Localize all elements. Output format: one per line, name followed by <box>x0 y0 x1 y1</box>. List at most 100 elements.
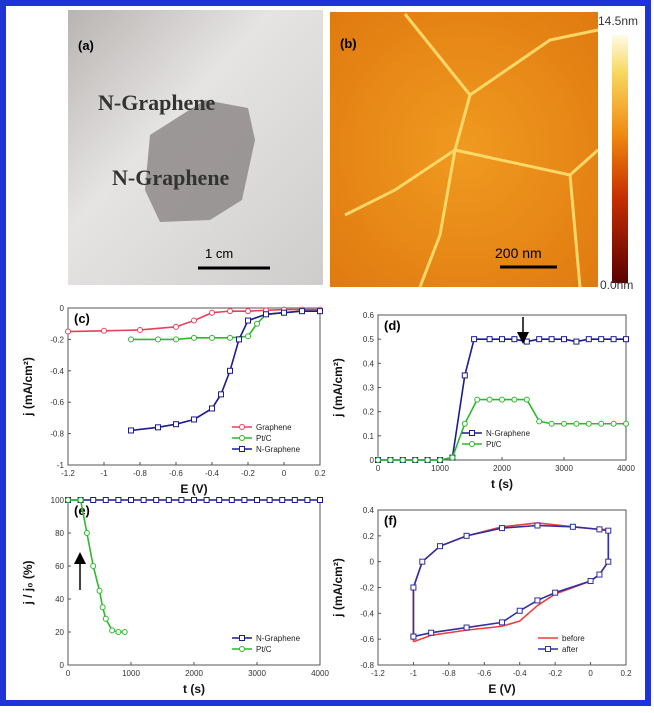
x-tick-label: 0 <box>376 464 381 473</box>
marker <box>574 339 579 344</box>
marker <box>318 309 323 314</box>
y-tick-label: 0 <box>370 456 375 465</box>
legend-marker <box>240 425 245 430</box>
marker <box>562 337 567 342</box>
marker <box>122 630 127 635</box>
marker <box>129 337 134 342</box>
marker <box>192 498 197 503</box>
marker <box>264 312 269 317</box>
marker <box>116 498 121 503</box>
marker <box>141 498 146 503</box>
marker <box>280 498 285 503</box>
marker <box>210 310 215 315</box>
x-tick-label: -0.8 <box>442 669 456 678</box>
marker <box>500 620 505 625</box>
marker <box>535 523 540 528</box>
photo-text: N-Graphene <box>98 90 216 115</box>
marker <box>411 634 416 639</box>
panel-a: (a) N-Graphene N-Graphene 1 cm <box>68 10 323 285</box>
marker <box>210 406 215 411</box>
marker <box>179 498 184 503</box>
panel-label: (b) <box>340 36 357 51</box>
y-tick-label: 0.6 <box>363 311 375 320</box>
marker <box>597 572 602 577</box>
marker <box>192 318 197 323</box>
x-tick-label: 2000 <box>185 669 203 678</box>
x-axis-label: E (V) <box>180 482 207 496</box>
marker <box>537 419 542 424</box>
marker <box>228 335 233 340</box>
marker <box>166 498 171 503</box>
marker <box>464 625 469 630</box>
marker <box>156 425 161 430</box>
legend-marker <box>240 636 245 641</box>
marker <box>246 309 251 314</box>
colorbar <box>612 35 628 283</box>
x-axis-label: E (V) <box>488 682 515 696</box>
marker <box>472 337 477 342</box>
y-tick-label: 60 <box>55 562 64 571</box>
marker <box>512 337 517 342</box>
marker <box>229 498 234 503</box>
marker <box>204 498 209 503</box>
marker <box>237 337 242 342</box>
marker <box>110 628 115 633</box>
marker <box>606 528 611 533</box>
marker <box>246 318 251 323</box>
x-axis-label: t (s) <box>183 682 205 696</box>
marker <box>586 337 591 342</box>
marker <box>154 498 159 503</box>
marker <box>549 421 554 426</box>
marker <box>537 337 542 342</box>
marker <box>267 498 272 503</box>
marker <box>376 458 381 463</box>
x-tick-label: -1.2 <box>371 669 385 678</box>
marker <box>388 458 393 463</box>
y-axis-label: j (mA/cm²) <box>331 558 345 618</box>
marker <box>116 630 121 635</box>
marker <box>574 421 579 426</box>
marker <box>464 533 469 538</box>
marker <box>242 498 247 503</box>
x-tick-label: -0.8 <box>133 469 147 478</box>
marker <box>524 397 529 402</box>
figure: (a) N-Graphene N-Graphene 1 cm (b) 200 n… <box>0 0 654 708</box>
panel-label: (a) <box>78 38 94 53</box>
x-tick-label: 0 <box>282 469 287 478</box>
legend-label: after <box>562 645 578 654</box>
y-tick-label: 0.2 <box>363 532 375 541</box>
y-tick-label: 0.4 <box>363 359 375 368</box>
marker <box>487 337 492 342</box>
marker <box>318 498 323 503</box>
marker <box>174 337 179 342</box>
marker <box>129 428 134 433</box>
marker <box>553 590 558 595</box>
legend-marker <box>470 442 475 447</box>
marker <box>413 458 418 463</box>
marker <box>102 328 107 333</box>
marker <box>462 421 467 426</box>
marker <box>246 334 251 339</box>
x-tick-label: -0.6 <box>477 669 491 678</box>
y-tick-label: -0.2 <box>50 335 64 344</box>
marker <box>599 421 604 426</box>
marker <box>78 498 83 503</box>
marker <box>66 329 71 334</box>
marker <box>156 337 161 342</box>
y-tick-label: 80 <box>55 529 64 538</box>
marker <box>255 321 260 326</box>
marker <box>524 339 529 344</box>
x-tick-label: 3000 <box>555 464 573 473</box>
panel-label: (f) <box>384 513 397 528</box>
x-tick-label: 3000 <box>248 669 266 678</box>
marker <box>300 309 305 314</box>
legend-label: Pt/C <box>256 645 272 654</box>
marker <box>429 630 434 635</box>
marker <box>570 524 575 529</box>
marker <box>588 579 593 584</box>
x-tick-label: -0.2 <box>241 469 255 478</box>
panel-b: (b) 200 nm 14.5nm 0.0nm <box>330 12 638 292</box>
legend-marker <box>240 447 245 452</box>
x-tick-label: 4000 <box>311 669 329 678</box>
legend-marker <box>470 431 475 436</box>
